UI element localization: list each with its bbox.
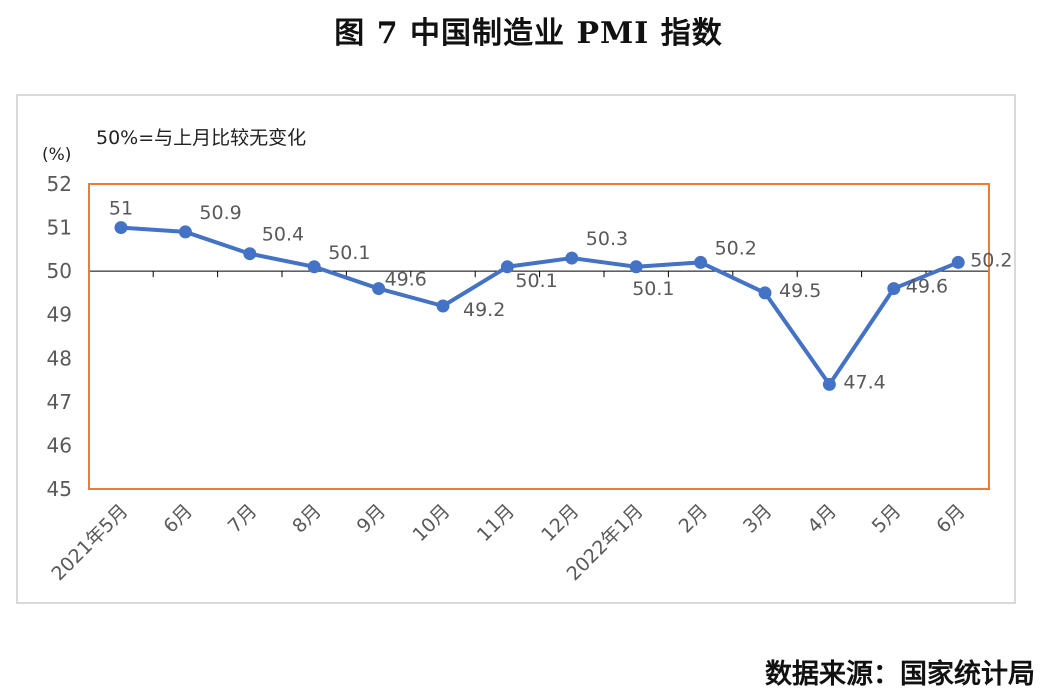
chart-annotation: 50%=与上月比较无变化	[96, 127, 306, 149]
data-label: 50.1	[515, 270, 557, 292]
chart-title: 图 7 中国制造业 PMI 指数	[334, 16, 723, 51]
data-point	[951, 255, 965, 269]
data-point	[758, 286, 772, 300]
y-tick-label: 50	[47, 259, 72, 283]
chart-frame	[16, 94, 1016, 604]
data-label: 49.5	[779, 280, 821, 302]
data-source-note: 数据来源：国家统计局	[765, 659, 1035, 690]
y-tick-label: 45	[47, 477, 72, 501]
data-label: 49.6	[906, 276, 948, 298]
x-tick-label: 2月	[675, 500, 713, 538]
y-tick-label: 52	[47, 172, 72, 196]
plot-area-border	[88, 183, 990, 490]
y-tick-label: 46	[47, 433, 72, 457]
x-tick-label: 12月	[537, 500, 583, 546]
data-point	[114, 221, 128, 235]
y-tick-label: 49	[47, 303, 72, 327]
data-point	[887, 282, 901, 296]
x-tick-label: 9月	[353, 500, 391, 538]
x-tick-label: 4月	[803, 500, 841, 538]
data-label: 49.6	[385, 269, 427, 291]
x-tick-label: 2021年5月	[47, 500, 132, 585]
y-tick-label: 47	[47, 390, 72, 414]
data-label: 50.3	[586, 228, 628, 250]
data-label: 51	[109, 198, 133, 220]
data-label: 50.9	[199, 202, 241, 224]
data-point	[436, 299, 450, 313]
y-unit-label: (%)	[42, 145, 71, 165]
data-point	[500, 260, 514, 274]
x-tick-label: 6月	[159, 500, 197, 538]
data-label: 50.4	[262, 224, 304, 246]
data-label: 50.1	[328, 242, 370, 264]
pmi-series-line	[120, 225, 959, 387]
y-tick-label: 51	[47, 216, 72, 240]
data-point	[822, 377, 836, 391]
data-point	[307, 260, 321, 274]
data-point	[243, 247, 257, 261]
x-tick-label: 6月	[932, 500, 970, 538]
data-label: 50.1	[632, 278, 674, 300]
data-label: 49.2	[463, 299, 505, 321]
x-tick-label: 5月	[868, 500, 906, 538]
data-point	[372, 282, 386, 296]
y-tick-label: 48	[47, 346, 72, 370]
x-tick-label: 7月	[224, 500, 262, 538]
x-tick-label: 10月	[408, 500, 454, 546]
data-label: 47.4	[843, 371, 885, 393]
data-point	[694, 255, 708, 269]
data-point	[178, 225, 192, 239]
x-tick-label: 8月	[288, 500, 326, 538]
x-tick-label: 11月	[473, 500, 519, 546]
data-point	[565, 251, 579, 265]
data-point	[629, 260, 643, 274]
data-label: 50.2	[715, 237, 757, 259]
x-tick-label: 3月	[739, 500, 777, 538]
data-label: 50.2	[970, 249, 1012, 271]
